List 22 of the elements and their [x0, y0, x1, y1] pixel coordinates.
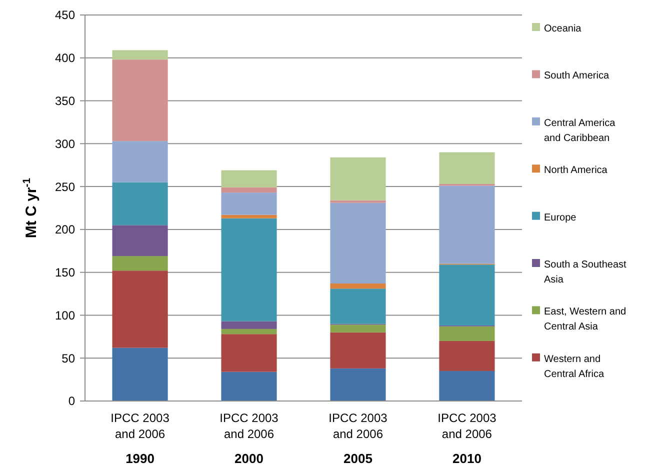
y-tick-label: 250 [54, 180, 76, 194]
legend-label: North America [544, 165, 608, 176]
legend-label: Central America and Caribbean [544, 118, 616, 144]
y-tick-label: 100 [54, 308, 76, 322]
x-tick-label: IPCC 2003 and 2006 2010 [438, 411, 497, 466]
legend-label: Western and Central Africa [544, 354, 604, 380]
legend-label: East, Western and Central Asia [544, 306, 626, 333]
y-tick-label: 450 [54, 8, 76, 22]
y-tick-label: 350 [54, 94, 76, 108]
legend-label: South a Southeast Asia [544, 260, 627, 286]
x-tick-label: IPCC 2003 and 2006 2005 [328, 411, 388, 466]
y-tick-label: 200 [54, 222, 76, 237]
legend-label: Oceania [544, 24, 582, 34]
y-tick-label: 300 [54, 136, 76, 151]
x-tick-label: IPCC 2003 and 2006 2000 [220, 411, 279, 466]
y-tick-label: 0 [68, 394, 76, 408]
legend-label: South America [544, 70, 610, 82]
y-tick-label: 50 [62, 351, 76, 366]
legend-label: Europe [544, 212, 577, 224]
x-tick-label: IPCC 2003 and 2006 1990 [110, 411, 170, 466]
y-tick-label: 400 [54, 51, 76, 66]
y-tick-label: 150 [54, 266, 76, 280]
